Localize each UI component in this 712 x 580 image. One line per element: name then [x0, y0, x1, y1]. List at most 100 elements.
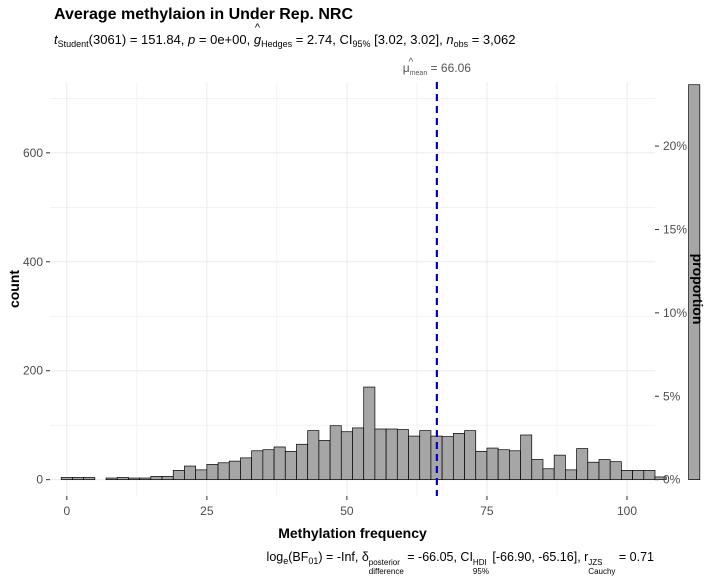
effect-symbol: g — [254, 22, 261, 47]
histogram-bar — [598, 459, 611, 481]
histogram-bar — [374, 428, 387, 481]
stat-subscript: Student — [57, 39, 89, 49]
histogram-bar — [284, 450, 297, 481]
ci-value: [3.02, 3.02], — [370, 32, 447, 47]
axes: 0 25 50 75 100 0 200 400 600 0% 5% 10% 15% 20% Methyla… — [6, 139, 706, 541]
histogram-bar — [352, 427, 365, 481]
histogram-bar — [531, 459, 544, 481]
stat-symbol: t — [54, 32, 58, 47]
mean-label: μmean = 66.06 — [403, 61, 471, 77]
effect-value: = 2.74, CI — [292, 32, 353, 47]
histogram-bar — [396, 429, 409, 481]
histogram-bar — [340, 431, 353, 481]
histogram-bar — [329, 425, 342, 481]
p-value: = 0e+00, — [195, 32, 254, 47]
bf-subscript: 01 — [308, 556, 319, 566]
r-value: = 0.71 — [615, 550, 654, 564]
delta-scripts: posterior difference — [369, 558, 404, 576]
histogram-bar — [542, 468, 555, 481]
x-tick-label: 50 — [340, 504, 354, 518]
histogram-bar — [497, 449, 510, 481]
histogram-bar — [251, 450, 264, 481]
stat-value: (3061) = 151.84, — [88, 32, 189, 47]
histogram-bar — [172, 470, 185, 481]
ci-scripts: HDI 95% — [473, 558, 489, 576]
histogram-bar — [565, 469, 577, 481]
ci-subscript: 95% — [472, 567, 489, 576]
mean-hat: ^ — [409, 57, 414, 68]
bf-value: ) = -Inf, δ — [318, 550, 369, 564]
chart-title: Average methylaion in Under Rep. NRC — [54, 6, 354, 23]
r-subscript: Cauchy — [588, 567, 616, 576]
histogram-bar — [161, 476, 174, 481]
histogram-bar — [654, 476, 667, 481]
y2-tick-label: 15% — [663, 222, 687, 236]
y2-tick-label: 10% — [663, 306, 687, 320]
histogram-bar — [452, 433, 465, 481]
histogram-bar — [520, 434, 533, 481]
x-tick-label: 0 — [63, 504, 70, 518]
p-symbol: p — [188, 32, 196, 47]
histogram-bar — [408, 435, 421, 481]
histogram-bar — [240, 457, 253, 481]
histogram-bar — [363, 386, 376, 481]
x-tick-label: 75 — [480, 504, 494, 518]
histogram-bar — [553, 454, 566, 481]
chart-caption: loge(BF01) = -Inf, δ posterior difference … — [267, 550, 654, 576]
ci-superscript: HDI — [472, 558, 487, 567]
histogram-bar — [184, 465, 196, 481]
histogram-bar — [139, 477, 152, 481]
histogram-bars — [60, 84, 701, 481]
n-symbol: n — [446, 32, 454, 47]
delta-subscript: difference — [368, 567, 404, 576]
histogram-bar — [609, 461, 622, 481]
histogram-bar — [419, 430, 432, 481]
ci-subscript: 95% — [352, 39, 371, 49]
histogram-bar — [632, 470, 645, 481]
histogram-bar — [273, 446, 286, 481]
histogram-bar — [262, 449, 275, 481]
histogram-bar — [509, 450, 521, 481]
y-tick-label: 200 — [23, 364, 43, 378]
x-tick-label: 25 — [200, 504, 214, 518]
histogram-bar — [441, 436, 454, 481]
histogram-bar — [150, 476, 163, 481]
x-tick-label: 100 — [617, 504, 637, 518]
bf-mid: (BF — [288, 550, 309, 564]
histogram-bar — [296, 443, 309, 481]
y2-tick-label: 5% — [663, 389, 681, 403]
x-axis-title: Methylation frequency — [278, 525, 427, 541]
n-subscript: obs — [453, 39, 469, 49]
n-value: = 3,062 — [468, 32, 516, 47]
histogram-bar — [464, 430, 477, 481]
histogram-bar — [105, 477, 118, 481]
histogram-bar — [217, 462, 230, 481]
histogram-bar — [60, 477, 73, 481]
histogram-bar — [128, 477, 140, 481]
histogram-bar — [228, 460, 241, 481]
ci-value: [-66.90, -65.16], r — [488, 550, 589, 564]
y2-tick-label: 0% — [663, 473, 681, 487]
bf-base: e — [283, 556, 289, 566]
y-tick-label: 600 — [23, 146, 43, 160]
histogram-bar — [486, 447, 499, 481]
r-scripts: JZS Cauchy — [588, 558, 615, 576]
histogram-bar — [621, 470, 633, 481]
delta-superscript: posterior — [368, 558, 400, 567]
histogram-bar — [385, 428, 398, 481]
histogram-bar — [587, 461, 600, 481]
y-axis-title: count — [6, 270, 22, 308]
y2-axis-title: proportion — [690, 254, 706, 325]
histogram-bar — [195, 469, 208, 481]
histogram-bar — [643, 470, 656, 481]
r-superscript: JZS — [588, 558, 603, 567]
histogram-bar — [116, 477, 129, 481]
histogram-bar — [576, 448, 589, 481]
y2-tick-label: 20% — [663, 139, 687, 153]
delta-value: = -66.05, CI — [403, 550, 473, 564]
histogram-bar — [206, 464, 219, 481]
histogram-bar — [475, 450, 488, 481]
histogram-bar — [83, 477, 96, 481]
histogram-bar — [318, 440, 331, 481]
bf-prefix: log — [266, 550, 284, 564]
